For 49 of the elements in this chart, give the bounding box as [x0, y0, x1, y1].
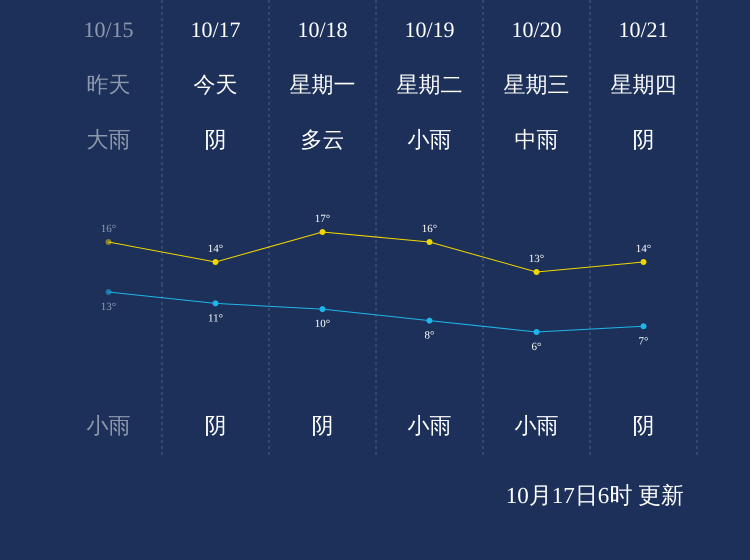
point [426, 318, 432, 324]
point [212, 259, 218, 265]
text: 星期四 [610, 72, 676, 97]
point [320, 229, 326, 235]
text: 中雨 [514, 127, 558, 152]
data-label: 8° [424, 330, 434, 342]
point [212, 300, 218, 306]
text: 小雨 [86, 413, 130, 438]
text: 阴 [204, 413, 226, 438]
point [640, 323, 646, 330]
text: 10月17日6时 更新 [506, 483, 684, 508]
text: 小雨 [408, 413, 452, 438]
point [426, 239, 432, 245]
data-label: 13° [100, 301, 116, 313]
x-tick-label: 10/21 [618, 17, 669, 42]
data-label: 11° [208, 312, 223, 324]
data-label: 13° [528, 253, 544, 265]
data-label: 10° [314, 318, 330, 330]
point [106, 289, 112, 295]
point [534, 329, 540, 335]
x-tick-label: 10/15 [83, 17, 134, 42]
text: 昨天 [86, 72, 130, 97]
point [534, 269, 540, 275]
point [106, 239, 112, 245]
point [640, 259, 646, 265]
text: 星期三 [504, 72, 570, 97]
data-label: 6° [532, 341, 542, 353]
data-label: 16° [100, 223, 116, 235]
data-label: 16° [422, 223, 438, 235]
point [320, 306, 326, 312]
text: 阴 [312, 413, 334, 438]
text: 星期二 [396, 72, 462, 97]
text: 多云 [300, 127, 344, 152]
text: 阴 [632, 413, 654, 438]
text: 小雨 [408, 127, 452, 152]
text: 阴 [204, 127, 226, 152]
x-tick-label: 10/20 [511, 17, 562, 42]
data-label: 17° [314, 213, 330, 225]
text: 星期一 [290, 72, 356, 97]
text: 小雨 [514, 413, 558, 438]
data-label: 14° [636, 243, 652, 255]
text: 大雨 [86, 127, 130, 152]
x-tick-label: 10/18 [297, 17, 348, 42]
data-label: 7° [638, 335, 648, 348]
x-tick-label: 10/19 [404, 17, 455, 42]
x-tick-label: 10/17 [190, 17, 241, 42]
text: 今天 [194, 72, 238, 97]
data-label: 14° [208, 243, 224, 255]
text: 阴 [632, 127, 654, 152]
